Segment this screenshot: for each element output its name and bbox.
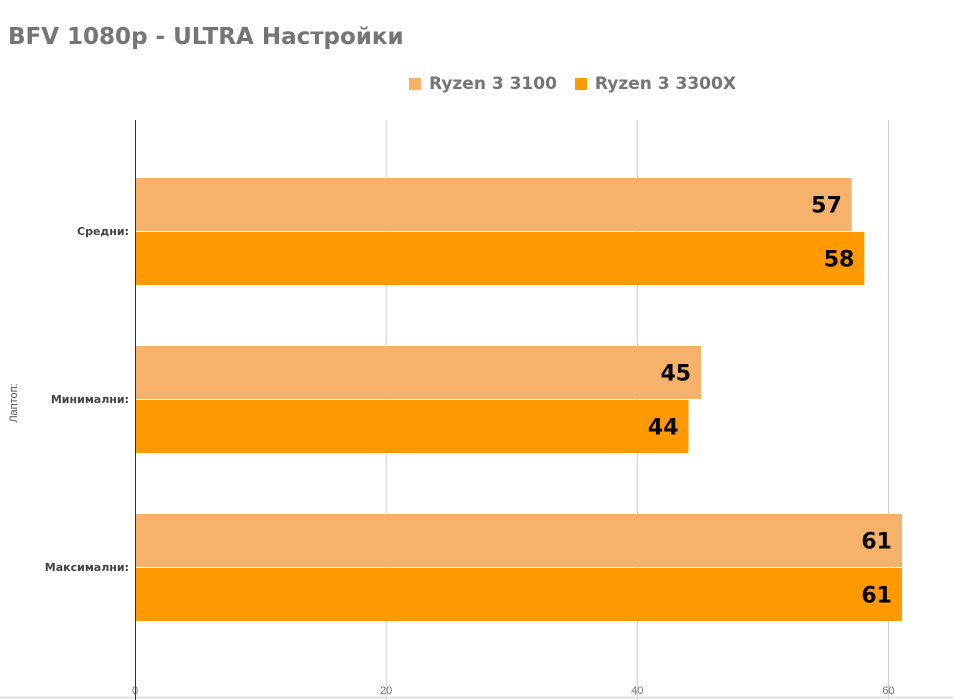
- data-label-2-series-1: 45: [660, 362, 691, 387]
- x-tick-label-20: 20: [380, 685, 392, 697]
- legend: Ryzen 3 3100 Ryzen 3 3300X: [409, 74, 754, 94]
- data-label-3-series-1: 61: [861, 530, 892, 555]
- category-label-3: Максимални:: [45, 561, 129, 574]
- legend-label-series-1: Ryzen 3 3100: [429, 74, 557, 94]
- data-label-3-series-2: 61: [861, 584, 892, 609]
- legend-swatch-series-1: [409, 78, 421, 90]
- legend-item-series-2[interactable]: Ryzen 3 3300X: [574, 74, 736, 94]
- bar-3-series-2[interactable]: [136, 568, 902, 621]
- chart-title: BFV 1080p - ULTRA Настройки: [8, 24, 404, 50]
- bar-3-series-1[interactable]: [136, 514, 902, 567]
- x-tick-label-60: 60: [882, 685, 894, 697]
- bar-2-series-1[interactable]: [136, 346, 702, 399]
- data-label-2-series-2: 44: [648, 416, 679, 441]
- legend-swatch-series-2: [574, 78, 587, 90]
- bar-1-series-1[interactable]: [136, 178, 852, 231]
- bar-1-series-2[interactable]: [136, 232, 865, 285]
- data-label-1-series-2: 58: [824, 248, 855, 273]
- legend-item-series-1[interactable]: Ryzen 3 3100: [409, 74, 557, 94]
- y-axis-title: Лаптоп:: [8, 383, 20, 422]
- legend-label-series-2: Ryzen 3 3300X: [594, 74, 736, 94]
- x-tick-label-40: 40: [631, 685, 643, 697]
- bars: [136, 178, 902, 621]
- category-label-1: Средни:: [77, 225, 129, 238]
- data-label-1-series-1: 57: [811, 194, 842, 219]
- category-label-2: Минимални:: [51, 393, 129, 406]
- bar-2-series-2[interactable]: [136, 400, 689, 453]
- axes: 0204060Средни:Минимални:Максимални:: [45, 120, 895, 700]
- data-labels: 57 58 45 44 61 61: [648, 194, 892, 609]
